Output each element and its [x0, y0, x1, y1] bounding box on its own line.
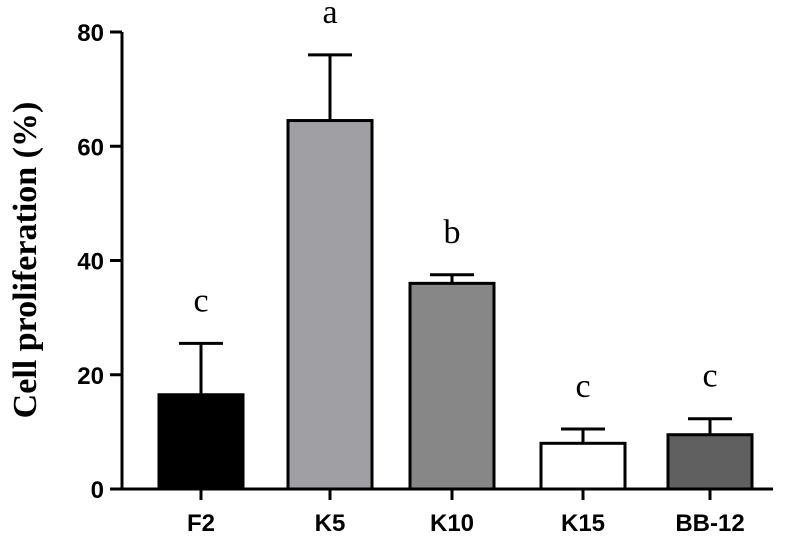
y-tick-label: 0 [91, 477, 104, 504]
bar [539, 441, 627, 491]
significance-label: a [322, 0, 337, 31]
bar [666, 433, 754, 491]
y-tick-label: 60 [77, 134, 104, 161]
y-tick-label: 20 [77, 363, 104, 390]
x-tick-label: F2 [187, 510, 215, 537]
y-axis: 0 20 40 60 80 [77, 20, 124, 504]
bar [408, 281, 496, 491]
bar [157, 393, 245, 491]
significance-label: c [193, 282, 208, 319]
x-tick-label: K15 [561, 510, 605, 537]
x-axis: F2 K5 K10 K15 BB-12 [122, 487, 773, 537]
significance-label: c [702, 358, 717, 395]
bars-group: c a b c c [157, 0, 754, 491]
y-axis-title: Cell proliferation (%) [7, 102, 44, 419]
x-tick-label: K5 [315, 510, 346, 537]
significance-label: b [444, 214, 461, 251]
x-tick-label: K10 [430, 510, 474, 537]
y-tick-label: 80 [77, 20, 104, 47]
y-tick-label: 40 [77, 249, 104, 276]
x-tick-label: BB-12 [675, 510, 744, 537]
significance-label: c [575, 368, 590, 405]
bar [286, 119, 374, 491]
